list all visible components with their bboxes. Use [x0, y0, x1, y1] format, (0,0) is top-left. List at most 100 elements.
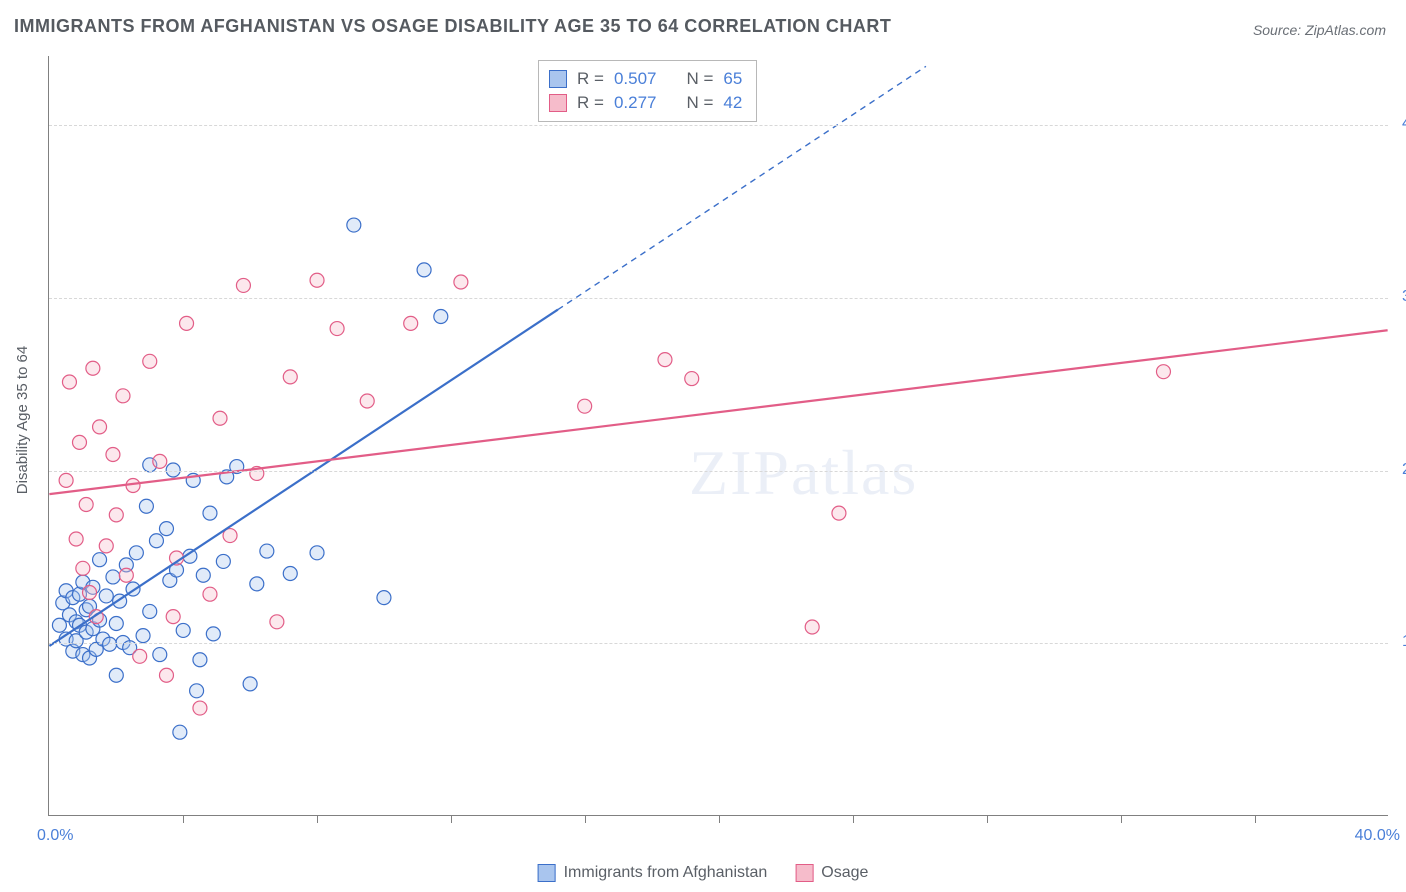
data-point-osage — [93, 420, 107, 434]
data-point-osage — [1156, 365, 1170, 379]
data-point-osage — [73, 435, 87, 449]
data-point-afghanistan — [106, 570, 120, 584]
data-point-osage — [79, 498, 93, 512]
data-point-osage — [159, 668, 173, 682]
stat-n-value: 65 — [723, 67, 742, 91]
data-point-afghanistan — [417, 263, 431, 277]
data-point-osage — [236, 278, 250, 292]
chart-container: IMMIGRANTS FROM AFGHANISTAN VS OSAGE DIS… — [0, 0, 1406, 892]
data-point-osage — [203, 587, 217, 601]
data-point-afghanistan — [149, 534, 163, 548]
stat-r-value: 0.277 — [614, 91, 657, 115]
x-axis-max-label: 40.0% — [1355, 827, 1400, 845]
data-point-osage — [86, 361, 100, 375]
data-point-afghanistan — [159, 522, 173, 536]
correlation-stats-box: R =0.507N =65R = 0.277 N = 42 — [538, 60, 757, 122]
gridline — [49, 298, 1388, 299]
x-tick — [853, 815, 854, 823]
stats-row-afghanistan: R =0.507N =65 — [549, 67, 742, 91]
x-tick — [317, 815, 318, 823]
data-point-osage — [360, 394, 374, 408]
y-tick-label: 30.0% — [1392, 288, 1406, 306]
data-point-osage — [330, 322, 344, 336]
data-point-afghanistan — [310, 546, 324, 560]
stat-n-label: N = — [686, 91, 713, 115]
scatter-plot-svg — [49, 56, 1388, 815]
data-point-osage — [685, 372, 699, 386]
data-point-afghanistan — [243, 677, 257, 691]
x-tick — [987, 815, 988, 823]
gridline — [49, 471, 1388, 472]
data-point-osage — [133, 649, 147, 663]
data-point-osage — [109, 508, 123, 522]
data-point-afghanistan — [99, 589, 113, 603]
data-point-afghanistan — [109, 668, 123, 682]
data-point-afghanistan — [109, 617, 123, 631]
legend-label: Osage — [821, 864, 868, 882]
stat-r-label: R = — [577, 67, 604, 91]
x-tick — [1121, 815, 1122, 823]
data-point-osage — [59, 473, 73, 487]
source-prefix: Source: — [1253, 22, 1305, 38]
x-tick — [1255, 815, 1256, 823]
data-point-osage — [153, 454, 167, 468]
data-point-afghanistan — [139, 499, 153, 513]
chart-title: IMMIGRANTS FROM AFGHANISTAN VS OSAGE DIS… — [14, 16, 891, 37]
legend-swatch-icon — [538, 864, 556, 882]
source-name: ZipAtlas.com — [1305, 22, 1386, 38]
stat-r-label: R = — [577, 91, 604, 115]
stats-row-osage: R = 0.277 N = 42 — [549, 91, 742, 115]
data-point-osage — [805, 620, 819, 634]
data-point-osage — [166, 610, 180, 624]
x-tick — [451, 815, 452, 823]
data-point-osage — [193, 701, 207, 715]
data-point-osage — [454, 275, 468, 289]
data-point-osage — [180, 316, 194, 330]
legend-swatch-icon — [795, 864, 813, 882]
legend-swatch-icon — [549, 70, 567, 88]
y-tick-label: 40.0% — [1392, 115, 1406, 133]
data-point-osage — [119, 568, 133, 582]
stat-n-value: 42 — [723, 91, 742, 115]
data-point-osage — [143, 354, 157, 368]
data-point-osage — [99, 539, 113, 553]
y-tick-label: 20.0% — [1392, 461, 1406, 479]
legend-item-osage: Osage — [795, 864, 868, 882]
plot-area: ZIPatlas 0.0% 40.0% 10.0%20.0%30.0%40.0% — [48, 56, 1388, 816]
data-point-afghanistan — [153, 648, 167, 662]
data-point-afghanistan — [143, 604, 157, 618]
y-tick-label: 10.0% — [1392, 633, 1406, 651]
data-point-osage — [578, 399, 592, 413]
data-point-afghanistan — [196, 568, 210, 582]
legend-swatch-icon — [549, 94, 567, 112]
data-point-osage — [658, 353, 672, 367]
data-point-afghanistan — [377, 591, 391, 605]
data-point-afghanistan — [190, 684, 204, 698]
x-tick — [719, 815, 720, 823]
trend-line — [49, 310, 558, 646]
gridline — [49, 643, 1388, 644]
data-point-osage — [832, 506, 846, 520]
data-point-afghanistan — [176, 623, 190, 637]
data-point-osage — [404, 316, 418, 330]
data-point-osage — [69, 532, 83, 546]
x-tick — [183, 815, 184, 823]
data-point-osage — [270, 615, 284, 629]
data-point-afghanistan — [216, 554, 230, 568]
data-point-afghanistan — [193, 653, 207, 667]
legend-item-afghanistan: Immigrants from Afghanistan — [538, 864, 768, 882]
data-point-afghanistan — [434, 309, 448, 323]
source-attribution: Source: ZipAtlas.com — [1253, 22, 1386, 38]
data-point-osage — [213, 411, 227, 425]
x-tick — [585, 815, 586, 823]
data-point-osage — [106, 447, 120, 461]
data-point-afghanistan — [347, 218, 361, 232]
data-point-osage — [283, 370, 297, 384]
legend: Immigrants from Afghanistan Osage — [538, 864, 869, 882]
data-point-afghanistan — [136, 629, 150, 643]
data-point-afghanistan — [93, 553, 107, 567]
y-axis-label: Disability Age 35 to 64 — [14, 346, 31, 494]
data-point-osage — [116, 389, 130, 403]
data-point-afghanistan — [260, 544, 274, 558]
legend-label: Immigrants from Afghanistan — [564, 864, 768, 882]
